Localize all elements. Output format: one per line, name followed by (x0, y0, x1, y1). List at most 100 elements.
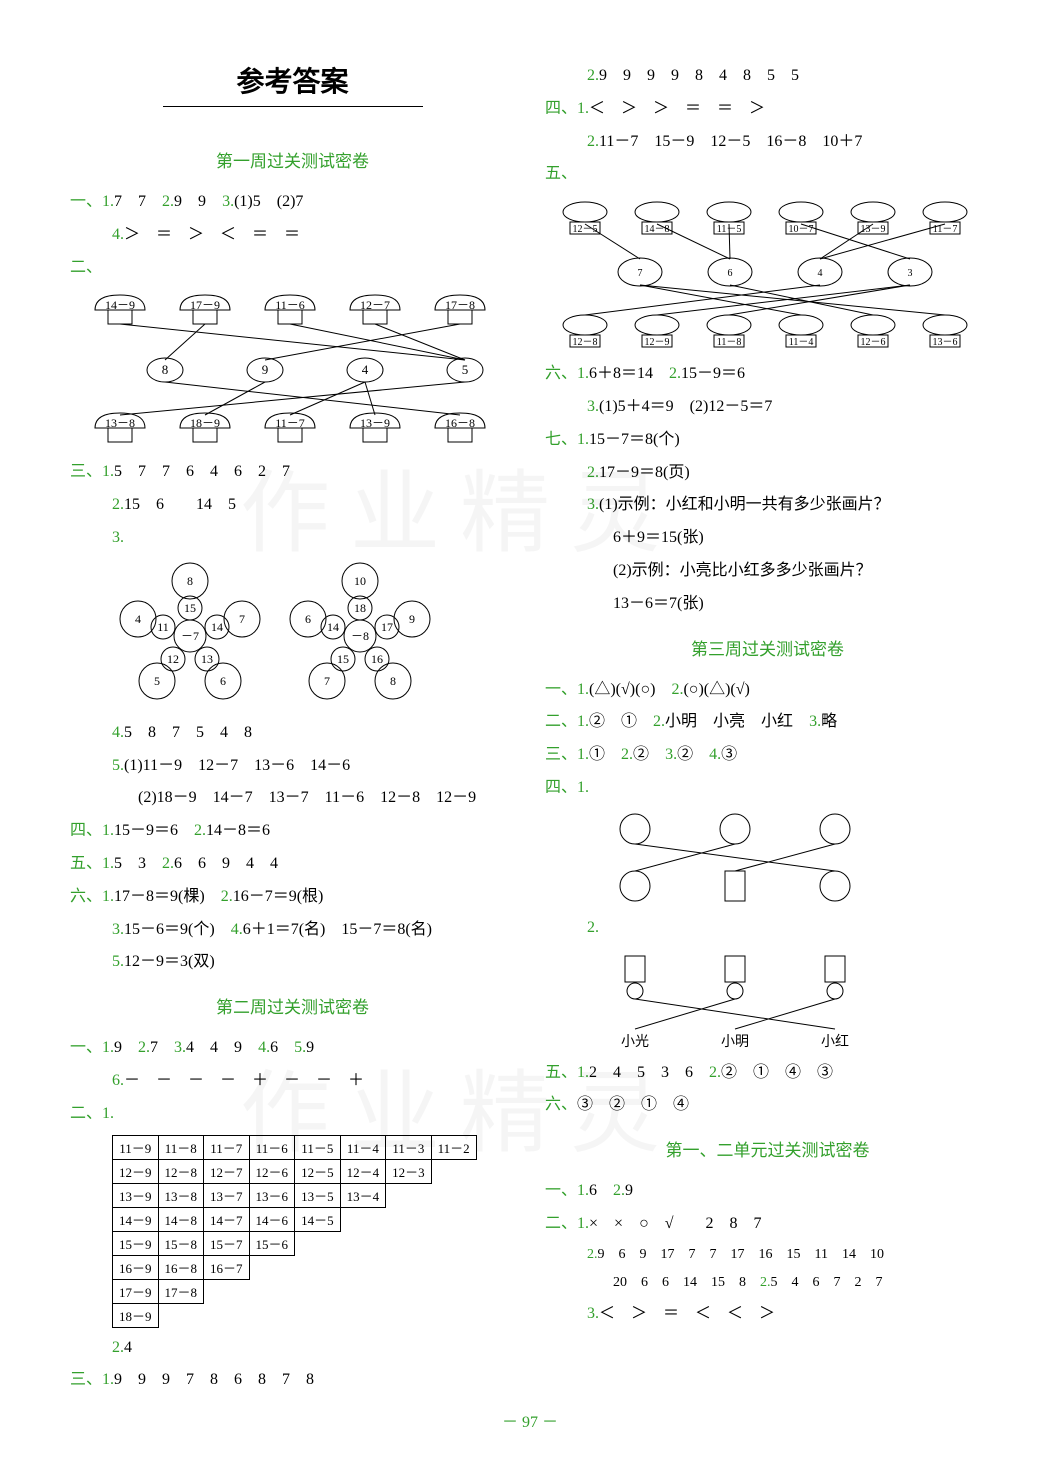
s1-q3-3: 3. (70, 522, 515, 555)
matching-diagram-2: 小光 小明 小红 (545, 951, 990, 1051)
s2-q3: 三、1.9 9 9 7 8 6 8 7 8 (70, 1364, 515, 1397)
r-q7-3aa: 6＋9＝15(张) (545, 522, 990, 555)
page-number: － 97 － (0, 1408, 1060, 1432)
section-title-2: 第二周过关测试密卷 (70, 993, 515, 1018)
svg-text:7: 7 (638, 268, 643, 279)
s1-q3-5a: 5.(1)11－9 12－7 13－6 14－6 (70, 750, 515, 783)
section-title-1: 第一周过关测试密卷 (70, 147, 515, 172)
s12-q2-2a: 2.9 6 9 17 7 7 17 16 15 11 14 10 (545, 1241, 990, 1270)
s2-q2-1: 二、1. (70, 1098, 515, 1131)
svg-text:11: 11 (157, 620, 169, 634)
s12-q2-3: 3.＜ ＞ ＝ ＜ ＜ ＞ (545, 1298, 990, 1331)
svg-text:17－8: 17－8 (445, 298, 475, 312)
svg-text:10－7: 10－7 (789, 224, 814, 235)
svg-text:11－4: 11－4 (789, 337, 814, 348)
s1-q6-5: 5.12－9＝3(双) (70, 946, 515, 979)
svg-text:12－6: 12－6 (861, 337, 886, 348)
subtraction-table: 11－911－811－711－611－511－411－311－212－912－8… (112, 1135, 477, 1328)
svg-text:18－9: 18－9 (190, 416, 220, 430)
s2-q1-6: 6.－ － － － ＋ － － ＋ (70, 1065, 515, 1098)
svg-text:14－8: 14－8 (645, 224, 670, 235)
r-top-2: 2.9 9 9 9 8 4 8 5 5 (545, 60, 990, 93)
section-title-3: 第三周过关测试密卷 (545, 635, 990, 660)
section-title-12: 第一、二单元过关测试密卷 (545, 1136, 990, 1161)
s3-q4-2: 2. (545, 912, 990, 945)
svg-text:13－9: 13－9 (360, 416, 390, 430)
svg-text:11－7: 11－7 (275, 416, 305, 430)
s3-q4-1: 四、1. (545, 772, 990, 805)
r-q7-3a: 3.(1)示例：小红和小明一共有多少张画片？ (545, 489, 990, 522)
r-q4-1: 四、1.＜ ＞ ＞ ＝ ＝ ＞ (545, 93, 990, 126)
s1-q3-4: 4.5 8 7 5 4 8 (70, 717, 515, 750)
s12-q2-2b: 20 6 6 14 15 8 2.5 4 6 7 2 7 (545, 1269, 990, 1298)
r-q7-2: 2.17－9＝8(页) (545, 457, 990, 490)
svg-text:12: 12 (167, 652, 179, 666)
s1-q6-34: 3.15－6＝9(个) 4.6＋1＝7(名) 15－7＝8(名) (70, 914, 515, 947)
svg-text:16: 16 (371, 652, 383, 666)
left-column: 参考答案 第一周过关测试密卷 一、1.7 7 2.9 9 3.(1)5 (2)7… (70, 60, 515, 1397)
r-q6-3: 3.(1)5＋4＝9 (2)12－5＝7 (545, 391, 990, 424)
svg-text:7: 7 (239, 612, 245, 626)
svg-text:小红: 小红 (821, 1034, 849, 1050)
s1-q1: 一、1.7 7 2.9 9 3.(1)5 (2)7 (70, 186, 515, 219)
svg-text:7: 7 (324, 674, 330, 688)
svg-text:8: 8 (187, 574, 193, 588)
right-column: 2.9 9 9 9 8 4 8 5 5 四、1.＜ ＞ ＞ ＝ ＝ ＞ 2.11… (545, 60, 990, 1397)
s3-q5: 五、1.2 4 5 3 6 2.② ① ④ ③ (545, 1057, 990, 1090)
r-q7-3b: (2)示例：小亮比小红多多少张画片？ (545, 555, 990, 588)
s3-q1: 一、1.(△)(√)(○) 2.(○)(△)(√) (545, 674, 990, 707)
svg-text:10: 10 (354, 574, 366, 588)
svg-text:16－8: 16－8 (445, 416, 475, 430)
r-q5-label: 五、 (545, 158, 990, 191)
svg-text:12－7: 12－7 (360, 298, 390, 312)
s12-q1: 一、1.6 2.9 (545, 1175, 990, 1208)
s1-q1-4: 4.＞ ＝ ＞ ＜ ＝ ＝ (70, 219, 515, 252)
svg-text:12－8: 12－8 (573, 337, 598, 348)
main-title: 参考答案 (70, 60, 515, 100)
s1-q3-2: 2.15 6 14 5 (70, 489, 515, 522)
r-q4-2: 2.11－7 15－9 12－5 16－8 10＋7 (545, 126, 990, 159)
svg-text:6: 6 (728, 268, 733, 279)
s2-q2-2: 2.4 (70, 1332, 515, 1365)
matching-diagram-1 (545, 811, 990, 906)
svg-text:小明: 小明 (721, 1034, 749, 1050)
s3-q2: 二、1.② ① 2.小明 小亮 小红 3.略 (545, 706, 990, 739)
s2-q1: 一、1.9 2.7 3.4 4 9 4.6 5.9 (70, 1032, 515, 1065)
svg-text:4: 4 (362, 362, 369, 377)
s12-q2-1: 二、1.× × ○ √ 2 8 7 (545, 1208, 990, 1241)
svg-text:小光: 小光 (621, 1034, 649, 1050)
svg-text:8: 8 (390, 674, 396, 688)
svg-text:12－9: 12－9 (645, 337, 670, 348)
svg-text:13－8: 13－8 (105, 416, 135, 430)
svg-text:3: 3 (908, 268, 913, 279)
s3-q3: 三、1.① 2.② 3.② 4.③ (545, 739, 990, 772)
svg-text:5: 5 (462, 362, 469, 377)
basket-diagram: 12－5 14－8 11－5 10－7 13－9 11－7 7 6 4 3 12… (545, 197, 990, 352)
svg-text:17－9: 17－9 (190, 298, 220, 312)
svg-text:18: 18 (354, 601, 366, 615)
svg-text:6: 6 (220, 674, 226, 688)
svg-text:－7: －7 (181, 629, 199, 643)
page-container: 参考答案 第一周过关测试密卷 一、1.7 7 2.9 9 3.(1)5 (2)7… (0, 0, 1060, 1417)
svg-text:8: 8 (162, 362, 169, 377)
svg-text:6: 6 (305, 612, 311, 626)
svg-text:11－8: 11－8 (717, 337, 742, 348)
svg-text:14: 14 (211, 620, 223, 634)
svg-text:15: 15 (337, 652, 349, 666)
s1-q2-label: 二、 (70, 252, 515, 285)
svg-text:17: 17 (381, 620, 393, 634)
svg-text:11－6: 11－6 (275, 298, 305, 312)
svg-text:15: 15 (184, 601, 196, 615)
svg-text:4: 4 (818, 268, 823, 279)
flower-diagram: －7 15 14 13 12 11 8 7 6 5 4 (70, 561, 515, 711)
svg-text:9: 9 (409, 612, 415, 626)
mushroom-diagram: 14－9 17－9 11－6 12－7 17－8 8 9 4 5 13－8 18… (70, 290, 515, 450)
s1-q4: 四、1.15－9＝6 2.14－8＝6 (70, 815, 515, 848)
svg-text:－8: －8 (351, 629, 369, 643)
r-q6-12: 六、1.6＋8＝14 2.15－9＝6 (545, 358, 990, 391)
svg-text:4: 4 (135, 612, 141, 626)
s3-q6: 六、③ ② ① ④ (545, 1089, 990, 1122)
title-underline (163, 106, 423, 107)
s1-q6-12: 六、1.17－8＝9(棵) 2.16－7＝9(根) (70, 881, 515, 914)
svg-text:14: 14 (327, 620, 339, 634)
